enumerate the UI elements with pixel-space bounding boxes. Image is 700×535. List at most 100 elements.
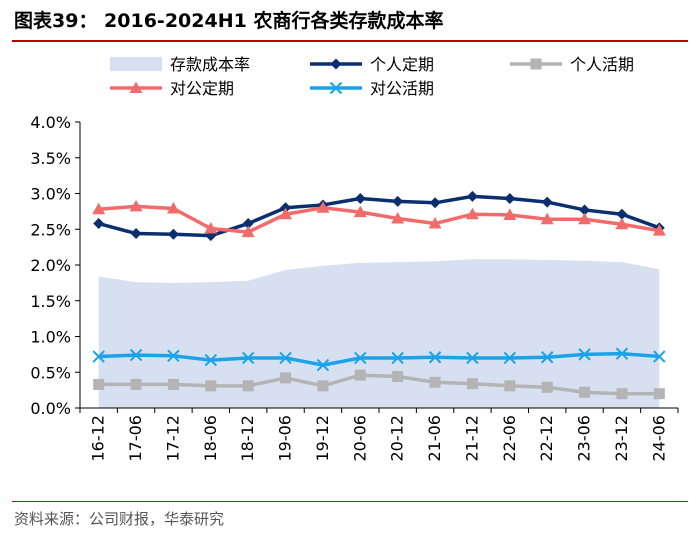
data-point-个人活期 [616, 388, 628, 400]
x-tick-label: 16-12 [89, 415, 108, 462]
data-point-个人活期 [130, 378, 142, 390]
data-point-对公活期 [92, 350, 105, 363]
data-point-对公定期 [166, 202, 180, 214]
line-series-个人定期 [98, 194, 660, 238]
data-point-个人定期 [429, 197, 441, 209]
data-point-个人定期 [466, 190, 478, 202]
data-point-个人定期 [93, 218, 105, 230]
x-tick-label: 21-12 [462, 415, 481, 462]
x-tick-label: 22-06 [500, 415, 519, 462]
data-point-对公定期 [204, 222, 218, 234]
data-point-个人定期 [504, 193, 516, 205]
data-point-个人活期 [429, 376, 441, 388]
x-tick-label: 22-12 [537, 415, 556, 462]
line-series-个人活期 [98, 373, 660, 396]
legend-marker [330, 58, 342, 70]
data-point-个人定期 [130, 228, 142, 240]
chart-title: 图表39： 2016-2024H1 农商行各类存款成本率 [14, 10, 444, 32]
data-point-对公活期 [204, 353, 218, 367]
data-point-对公定期 [652, 224, 666, 236]
data-point-个人活期 [205, 380, 217, 392]
data-point-对公定期 [279, 207, 293, 220]
data-point-对公活期 [241, 351, 255, 365]
y-tick-label: 3.5% [30, 149, 71, 168]
x-tick-label: 19-06 [276, 415, 295, 462]
area-series-存款成本率 [98, 259, 660, 408]
data-point-个人活期 [579, 386, 591, 398]
source-note: 资料来源：公司财报，华泰研究 [14, 510, 225, 528]
data-point-对公定期 [465, 207, 479, 220]
x-tick-label: 23-06 [575, 415, 594, 462]
data-point-对公活期 [391, 351, 404, 365]
legend-label: 个人活期 [570, 55, 634, 74]
legend-marker [129, 81, 143, 93]
data-point-个人活期 [167, 378, 179, 390]
data-point-个人活期 [317, 380, 329, 392]
data-point-个人定期 [167, 228, 179, 240]
x-tick-label: 18-06 [201, 415, 220, 462]
data-point-对公活期 [503, 351, 517, 365]
legend-item: 存款成本率 [110, 55, 250, 74]
data-point-个人定期 [616, 208, 628, 220]
legend-item: 对公定期 [110, 79, 234, 98]
data-point-个人活期 [93, 378, 105, 390]
plot-area: 0.0% 0.5% 1.0% 1.5% 2.0% 2.5% 3.0% 3.5% 4.0% 16-1… [30, 113, 679, 462]
data-point-对公定期 [241, 225, 255, 238]
y-tick-label: 2.0% [30, 256, 71, 275]
data-point-对公活期 [129, 348, 143, 362]
data-point-个人活期 [392, 371, 404, 383]
line-series-对公定期 [98, 204, 660, 234]
legend-label: 对公定期 [170, 79, 234, 98]
data-point-对公定期 [391, 212, 405, 224]
y-tick-label: 3.0% [30, 185, 71, 204]
footer-divider [12, 501, 688, 502]
data-point-对公定期 [428, 217, 442, 229]
x-tick-label: 17-06 [126, 415, 145, 462]
data-point-个人活期 [504, 380, 516, 392]
data-point-个人活期 [541, 381, 553, 393]
data-point-对公活期 [653, 350, 666, 363]
data-point-对公定期 [92, 202, 106, 215]
data-point-个人定期 [242, 218, 254, 230]
line-series-对公活期 [98, 351, 660, 367]
data-point-对公活期 [167, 349, 180, 363]
data-point-对公定期 [503, 208, 517, 220]
data-point-个人定期 [354, 193, 366, 205]
x-tick-label: 18-12 [238, 415, 257, 462]
y-tick-label: 0.5% [30, 363, 71, 382]
data-point-对公定期 [540, 212, 554, 225]
data-point-个人活期 [653, 388, 665, 400]
data-point-个人定期 [541, 196, 553, 208]
x-tick-label: 23-12 [612, 415, 631, 462]
data-point-对公活期 [466, 351, 479, 365]
legend-swatch [110, 57, 162, 71]
legend-item: 个人活期 [510, 55, 634, 74]
y-tick-label: 1.5% [30, 292, 71, 311]
legend-marker [329, 81, 343, 95]
x-tick-label: 20-06 [350, 415, 369, 462]
data-point-个人定期 [579, 204, 591, 216]
data-point-个人活期 [242, 380, 254, 392]
data-point-对公定期 [316, 201, 330, 213]
y-tick-label: 1.0% [30, 328, 71, 347]
data-point-对公活期 [354, 351, 367, 365]
legend-item: 对公活期 [310, 79, 434, 98]
data-point-对公活期 [428, 351, 442, 364]
data-point-对公活期 [279, 351, 292, 365]
x-tick-label: 19-12 [313, 415, 332, 462]
x-tick-label: 21-06 [425, 415, 444, 462]
title-divider [12, 40, 688, 42]
data-point-对公活期 [615, 347, 629, 360]
y-tick-label: 2.5% [30, 220, 71, 239]
legend-item: 个人定期 [310, 55, 434, 74]
legend-marker [530, 58, 542, 70]
data-point-个人定期 [392, 195, 404, 207]
x-tick-label: 20-12 [388, 415, 407, 462]
data-point-对公活期 [540, 351, 554, 364]
y-tick-label: 4.0% [30, 113, 71, 132]
legend-label: 对公活期 [370, 79, 434, 98]
legend-label: 存款成本率 [170, 55, 250, 74]
data-point-对公活期 [578, 348, 591, 361]
